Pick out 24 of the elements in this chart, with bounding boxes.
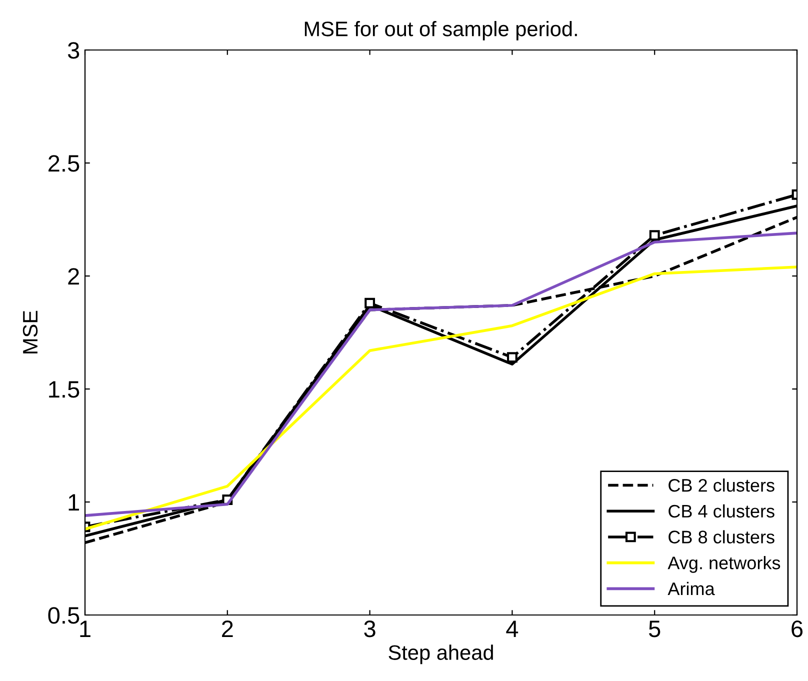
x-tick-label: 3 — [364, 620, 376, 638]
y-tick-label: 3 — [68, 42, 80, 59]
chart-title: MSE for out of sample period. — [304, 21, 577, 40]
point — [649, 230, 660, 241]
point — [364, 298, 376, 308]
legend-label: CB 4 clusters — [668, 504, 774, 518]
line-series — [85, 266, 797, 531]
x-axis-title: Step ahead — [388, 644, 493, 664]
y-tick-label: 1.5 — [49, 381, 80, 398]
y-axis-title: MSE — [22, 310, 38, 354]
legend-label: Avg. networks — [668, 556, 780, 573]
legend-label: CB 8 clusters — [668, 530, 774, 544]
y-tick-label: 2 — [68, 268, 79, 285]
y-tick-label: 1 — [68, 494, 79, 511]
y-tick-label: 2.5 — [48, 155, 80, 172]
x-tick-label: 2 — [222, 620, 233, 637]
legend-label: Arima — [668, 582, 715, 596]
x-tick-label: 6 — [792, 620, 803, 638]
legend-label: CB 2 clusters — [668, 478, 774, 492]
x-tick-label: 1 — [80, 620, 90, 637]
y-tick-label: 0.5 — [48, 607, 80, 624]
x-tick-label: 5 — [648, 620, 660, 638]
x-tick-label: 4 — [506, 620, 518, 637]
point — [506, 352, 518, 363]
